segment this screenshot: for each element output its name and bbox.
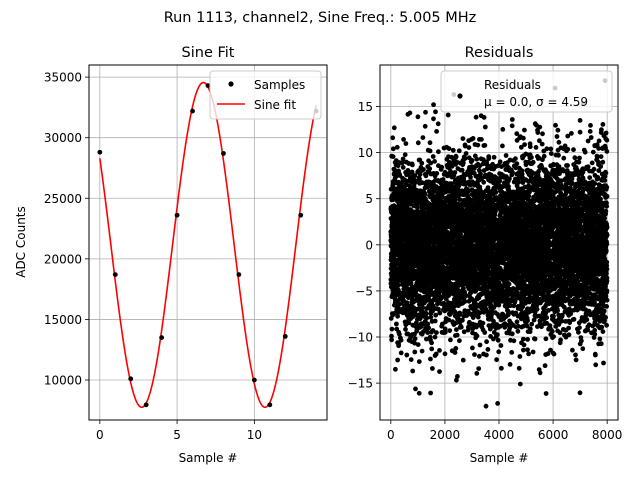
sample-point: [267, 402, 273, 408]
sine-fit-y-tick-label: 10000: [44, 374, 82, 388]
sample-point: [205, 83, 211, 88]
residuals-x-tick-label: 6000: [538, 428, 569, 442]
sample-point: [190, 108, 195, 114]
residuals-x-tick-label: 0: [387, 428, 395, 442]
sine-fit-y-tick-label: 35000: [44, 71, 82, 85]
sample-point: [174, 212, 180, 218]
sine-fit-ylabel: ADC Counts: [14, 206, 28, 278]
residuals-title: Residuals: [465, 45, 534, 61]
residuals-y-tick-label: 0: [365, 238, 373, 252]
sample-point: [159, 335, 165, 341]
legend-residuals-marker: [457, 93, 463, 99]
sine-fit-x-tick-label: 10: [247, 428, 262, 442]
residuals-x-tick-label: 8000: [592, 428, 623, 442]
residuals-y-tick-label: 15: [358, 100, 373, 114]
sample-point: [143, 402, 149, 408]
figure-title: Run 1113, channel2, Sine Freq.: 5.005 MH…: [164, 10, 477, 26]
residual-outlier-point: [431, 102, 436, 108]
sine-fit-y-tick-label: 25000: [44, 192, 82, 206]
residuals-y-tick-label: 5: [365, 192, 373, 206]
residuals-legend: Residuals μ = 0.0, σ = 4.59: [440, 70, 613, 113]
residuals-y-tick-label: −10: [348, 331, 373, 345]
sample-point: [251, 377, 257, 383]
sine-fit-xlabel: Sample #: [179, 451, 238, 465]
sample-point: [282, 333, 288, 339]
legend-samples-marker: [228, 81, 234, 87]
residuals-y-tick-label: 10: [358, 146, 373, 160]
sine-fit-ticks: 0 5 10 10000 15000 20000 25000 30000 35000: [44, 71, 262, 442]
residuals-y-tick-label: −15: [348, 377, 373, 391]
residual-outlier-point: [495, 401, 501, 406]
legend-samples-label: Samples: [254, 78, 305, 92]
residual-outlier-point: [478, 113, 484, 119]
sine-fit-y-tick-label: 15000: [44, 313, 82, 327]
residuals-xlabel: Sample #: [470, 451, 529, 465]
sample-point: [97, 149, 103, 155]
sine-fit-panel: Sine Fit 0 5 10 10000 15000 20000 25000 30000 35…: [14, 45, 328, 465]
sample-point: [298, 212, 304, 218]
sample-point: [221, 151, 226, 156]
residual-outlier-point: [483, 403, 489, 409]
sine-fit-title: Sine Fit: [182, 45, 235, 61]
sine-fit-frame: [88, 64, 328, 421]
sine-fit-y-tick-label: 20000: [44, 252, 82, 266]
sine-fit-curve: [99, 81, 317, 409]
legend-residuals-stats: μ = 0.0, σ = 4.59: [484, 95, 588, 109]
residuals-panel: Residuals 0 2000 4000 6000 8000 −15 −10 −5 0 5 10 1…: [348, 45, 623, 465]
residuals-x-tick-label: 4000: [484, 428, 515, 442]
sine-fit-legend-box: [209, 70, 322, 120]
legend-sine-fit-label: Sine fit: [254, 98, 296, 112]
residuals-plot-area: [388, 78, 610, 409]
sample-point: [128, 376, 134, 382]
residuals-ticks: 0 2000 4000 6000 8000 −15 −10 −5 0 5 10 15: [348, 100, 623, 442]
sine-fit-y-tick-label: 30000: [44, 131, 82, 145]
residuals-y-tick-label: −5: [355, 284, 373, 298]
sample-point: [236, 272, 242, 278]
residual-points: [388, 85, 610, 396]
sine-fit-x-tick-label: 5: [173, 428, 181, 442]
legend-residuals-label: Residuals: [484, 78, 541, 92]
residuals-x-tick-label: 2000: [430, 428, 461, 442]
residuals-legend-box: [440, 70, 613, 113]
sine-fit-x-tick-label: 0: [96, 428, 104, 442]
residual-outlier-point: [416, 390, 422, 396]
sine-fit-plot-area: [97, 81, 319, 409]
sample-point: [112, 272, 118, 278]
sine-fit-legend: Samples Sine fit: [209, 70, 322, 120]
